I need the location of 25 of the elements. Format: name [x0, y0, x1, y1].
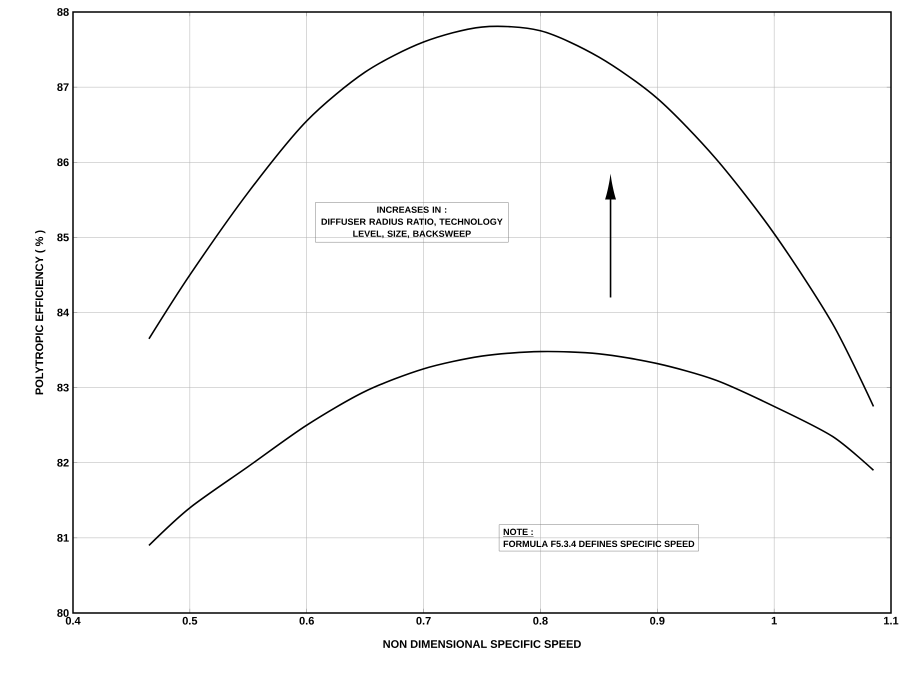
x-tick-label: 1.1: [884, 616, 898, 624]
y-tick-label: 85: [57, 233, 69, 242]
x-axis-title: NON DIMENSIONAL SPECIFIC SPEED: [383, 640, 581, 648]
y-axis-title: POLYTROPIC EFFICIENCY ( % ): [35, 230, 46, 394]
line-series: [148, 350, 874, 546]
y-tick-label: 81: [57, 534, 69, 542]
x-tick-label: 0.6: [300, 616, 314, 625]
y-tick-label: 88: [57, 8, 69, 16]
y-tick-label: 82: [57, 458, 69, 467]
annotation: NOTE :: [504, 528, 533, 536]
x-tick-label: 1: [772, 616, 777, 624]
line-series: [148, 26, 874, 408]
y-tick-label: 83: [57, 384, 69, 392]
x-tick-label: 0.5: [182, 616, 198, 625]
y-tick-label: 87: [57, 83, 69, 92]
annotation: DIFFUSER RADIUS RATIO, TECHNOLOGY LEVEL, SIZE, BACKSWEEP: [322, 218, 503, 238]
annotation: FORMULA F5.3.4 DEFINES SPECIFIC SPEED: [504, 540, 694, 548]
x-tick-label: 0.9: [650, 616, 665, 625]
x-tick-label: 0.7: [416, 616, 431, 625]
x-tick-label: 0.8: [533, 616, 548, 625]
y-tick-label: 86: [57, 158, 69, 166]
y-tick-label: 84: [57, 308, 70, 316]
y-tick-label: 80: [57, 609, 69, 617]
annotation: INCREASES IN :: [377, 206, 446, 213]
x-tick-label: 0.4: [66, 616, 81, 625]
